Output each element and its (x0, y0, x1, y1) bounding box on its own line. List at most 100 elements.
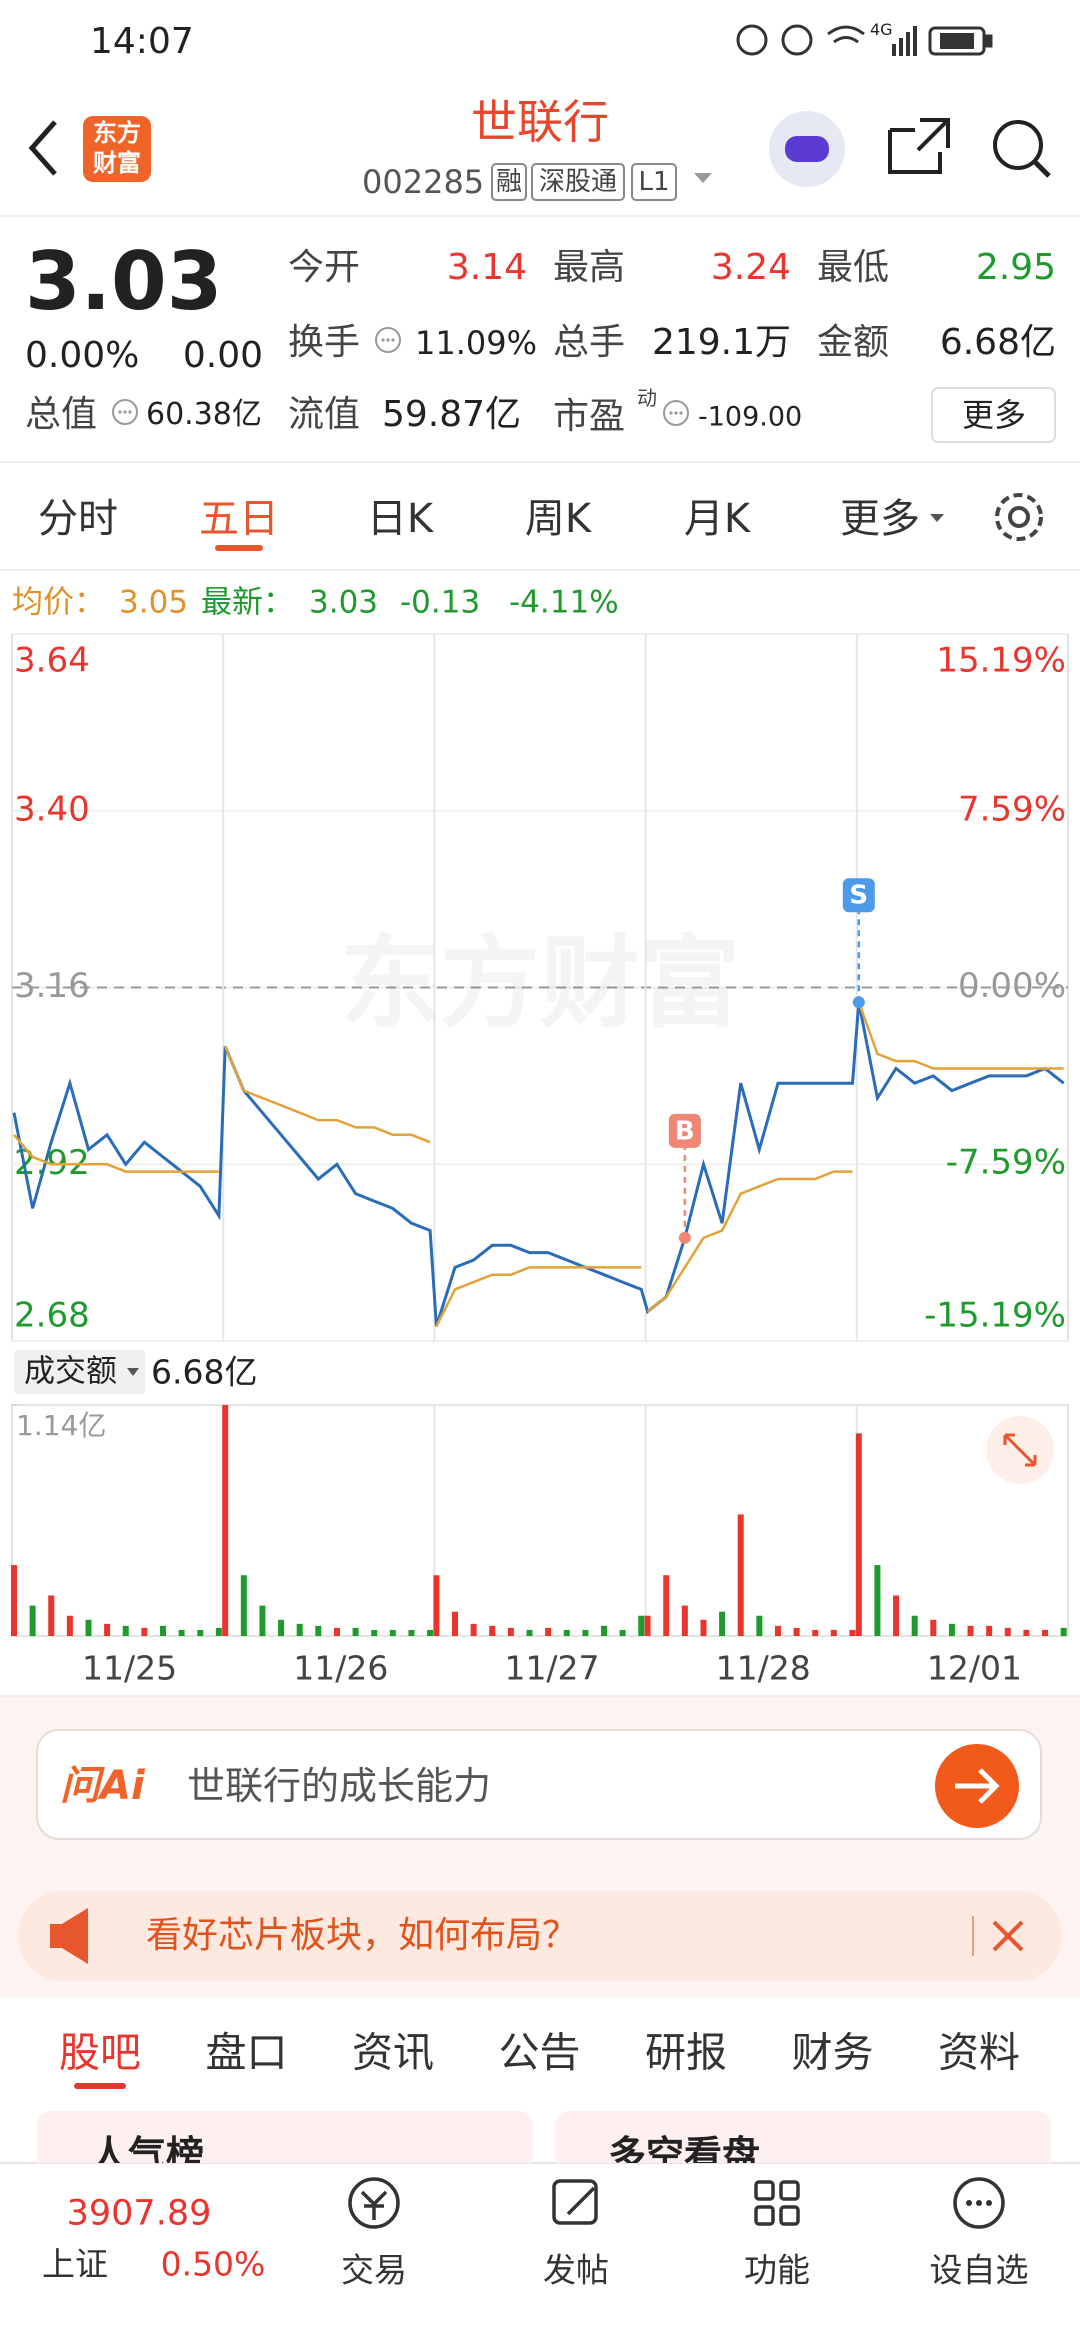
volume-frame (11, 1404, 1069, 1637)
y2-tick-label: -7.59% (946, 1143, 1066, 1183)
nav-dots (966, 2200, 992, 2206)
card[interactable] (555, 2111, 1051, 2163)
dropdown-arrow[interactable] (930, 514, 944, 522)
card-title: 多空看盘 (608, 2133, 761, 2163)
chart-tab[interactable]: 分时 (38, 496, 118, 542)
field-value: 6.68亿 (939, 322, 1056, 363)
field-label: 总手 (553, 322, 626, 363)
average-line (857, 1001, 1064, 1070)
volume-label[interactable]: 成交额 (24, 1353, 117, 1390)
dropdown-arrow[interactable] (127, 1368, 139, 1376)
volume-bar (855, 1433, 862, 1636)
field-label: 总值 (25, 394, 98, 435)
volume-bar (259, 1605, 266, 1636)
info-icon (663, 400, 689, 426)
field-value: 59.87亿 (382, 394, 522, 435)
banner-text[interactable]: 看好芯片板块，如何布局？ (146, 1915, 579, 1956)
chart-tab[interactable]: 日K (366, 496, 434, 542)
section-tab[interactable]: 盘口 (205, 2028, 288, 2077)
dropdown-arrow[interactable] (694, 173, 712, 183)
back-button[interactable] (28, 120, 57, 176)
tag-box (491, 163, 527, 201)
volume-bar (756, 1615, 763, 1636)
section-tab[interactable]: 公告 (498, 2028, 581, 2077)
tag-box (531, 163, 625, 201)
info-dot (118, 410, 122, 414)
average-line (224, 1045, 431, 1144)
nav-icons (348, 2177, 1005, 2229)
y-tick-label: 3.40 (14, 789, 90, 829)
settings-button[interactable] (995, 493, 1043, 541)
signal-label: S (849, 881, 868, 911)
nav-item[interactable]: 发帖 (543, 2250, 609, 2290)
share-button[interactable] (888, 118, 950, 174)
more-button[interactable] (931, 387, 1056, 443)
signal-label: B (675, 1116, 695, 1146)
volume-bar (1060, 1627, 1067, 1636)
volume-bar (427, 1629, 434, 1636)
x-tick-label: 11/28 (715, 1648, 811, 1688)
change: 0.00 (182, 335, 263, 376)
section-tab[interactable]: 资讯 (352, 2028, 434, 2077)
chart-tab[interactable]: 更多 (840, 496, 920, 542)
volume-bar (159, 1625, 166, 1636)
volume-selector[interactable] (14, 1350, 145, 1394)
more-button-label[interactable]: 更多 (961, 396, 1027, 434)
logo-text: 财富 (93, 149, 141, 177)
expand-button[interactable] (986, 1416, 1054, 1484)
field-label: 流值 (288, 394, 361, 435)
app-logo (83, 116, 151, 182)
nav-item[interactable]: 交易 (341, 2250, 407, 2290)
tag: 融 (495, 167, 523, 197)
summary-item: -0.13 (400, 584, 481, 621)
info-dot (381, 338, 385, 342)
price-line (12, 1001, 1065, 1327)
chart-tab[interactable]: 月K (683, 496, 751, 542)
summary-item: 均价： (12, 584, 105, 621)
chart-tab[interactable]: 五日 (199, 496, 279, 542)
ai-prompt[interactable]: 世联行的成长能力 (187, 1764, 492, 1808)
section-tab[interactable]: 股吧 (59, 2028, 141, 2077)
volume-bar (644, 1615, 651, 1636)
watermark: 东方财富 (340, 924, 740, 1041)
change-pct: 0.00% (25, 335, 140, 376)
signal-badge (842, 878, 875, 913)
volume-bar (812, 1629, 819, 1636)
bottom-nav (0, 2163, 1080, 2340)
tab-underline (215, 545, 263, 551)
logo-text: 东方 (93, 119, 141, 147)
info-dot (679, 411, 683, 415)
volume-bar (470, 1623, 477, 1636)
info-icon (375, 327, 401, 353)
volume-bar (315, 1625, 322, 1636)
summary-item: -4.11% (509, 584, 619, 621)
ask-submit[interactable] (935, 1744, 1019, 1828)
index-value: 3907.89 (66, 2193, 212, 2234)
volume-bar (563, 1629, 570, 1636)
banner[interactable] (18, 1891, 1062, 1981)
search-button[interactable] (993, 120, 1051, 178)
info-dot (386, 338, 390, 342)
nav-item[interactable]: 设自选 (929, 2250, 1029, 2290)
nav-item[interactable]: 功能 (744, 2250, 810, 2290)
battery-level (940, 33, 974, 49)
info-dot (669, 411, 673, 415)
volume-bar (719, 1611, 726, 1636)
x-tick-label: 11/26 (293, 1648, 389, 1688)
y2-tick-label: -15.19% (924, 1296, 1066, 1336)
tag: L1 (638, 167, 670, 197)
ask-box[interactable] (36, 1729, 1042, 1840)
section-tab[interactable]: 资料 (938, 2028, 1020, 2077)
volume-total: 6.68亿 (151, 1352, 258, 1392)
section-tab[interactable]: 研报 (645, 2028, 727, 2077)
close-banner[interactable] (992, 1920, 1024, 1952)
index-name: 上证 (42, 2244, 108, 2284)
chart-tab[interactable]: 周K (524, 496, 592, 542)
section-tab[interactable]: 财务 (791, 2028, 874, 2077)
volume-bar (48, 1595, 55, 1636)
x-tick-label: 12/01 (926, 1648, 1022, 1688)
field-label: 换手 (288, 322, 361, 363)
card[interactable] (37, 2111, 533, 2163)
tab-underline (74, 2083, 126, 2089)
